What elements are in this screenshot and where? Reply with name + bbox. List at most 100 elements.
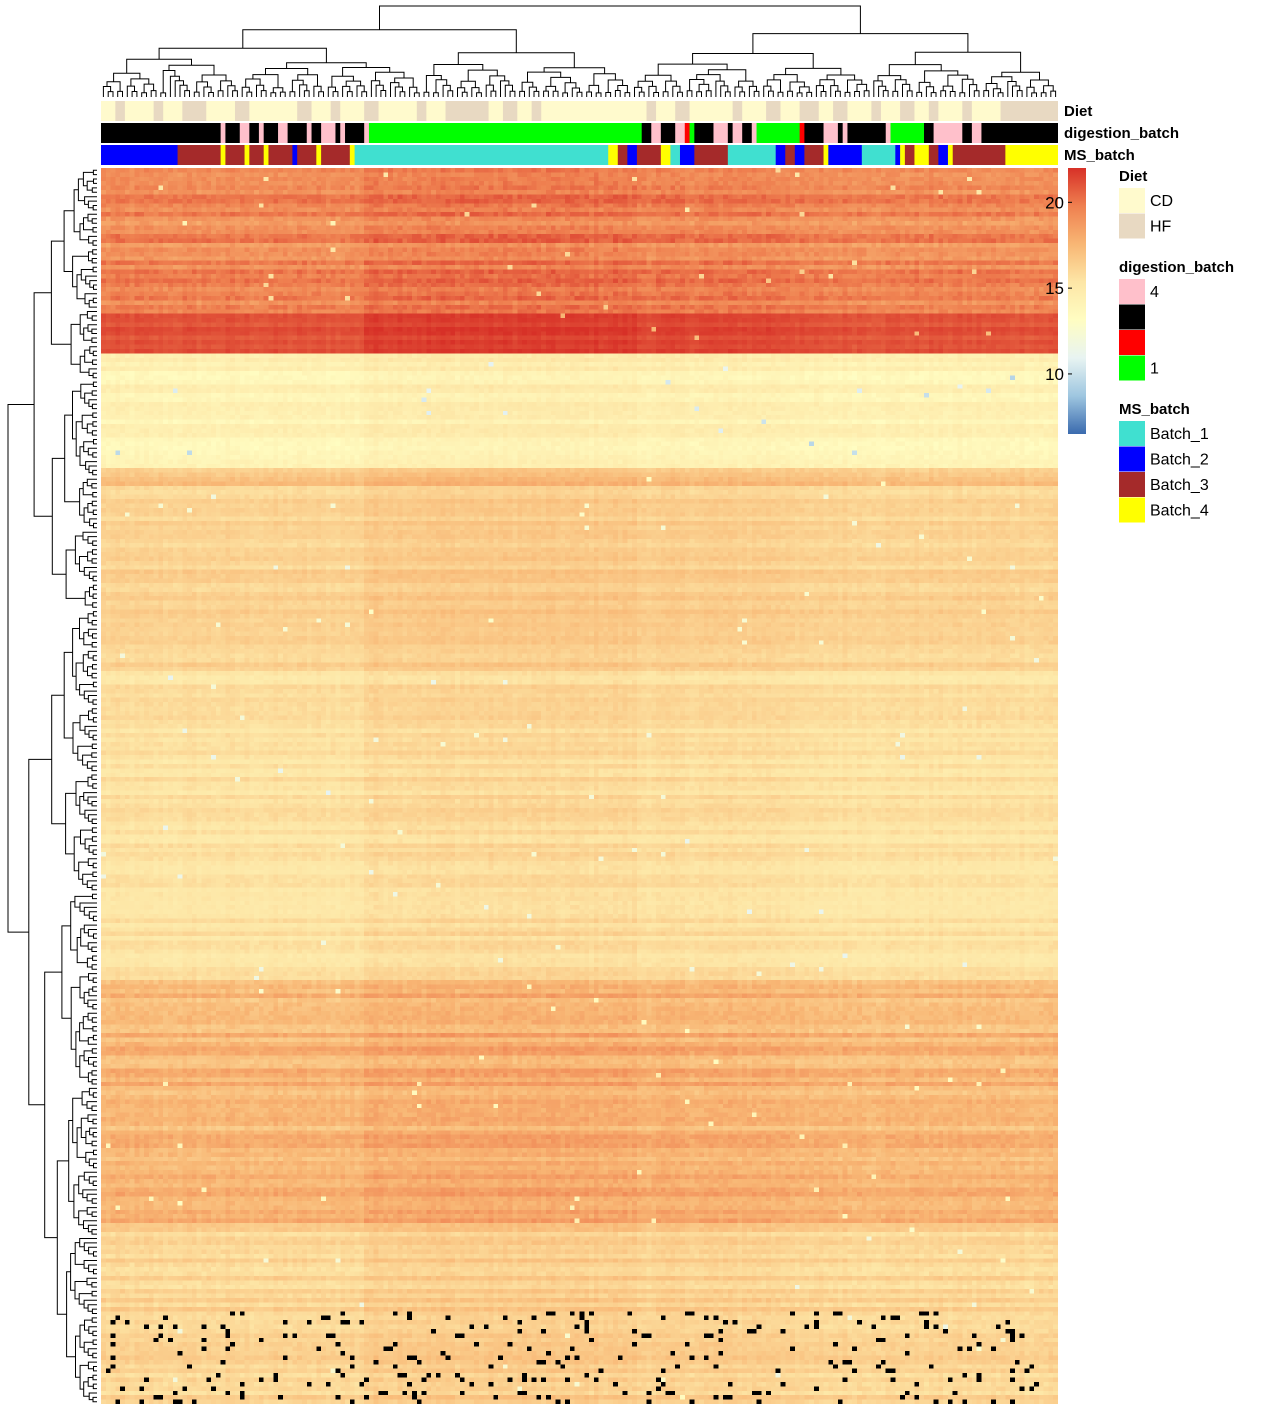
annotation-track-labels: Diet digestion_batch MS_batch xyxy=(1064,103,1179,164)
track-ms-batch-segment xyxy=(804,145,825,165)
legend-swatch xyxy=(1119,188,1145,213)
track-ms-batch-segment xyxy=(316,145,322,165)
track-ms-batch-segment xyxy=(225,145,246,165)
track-digestion-batch-segment xyxy=(981,123,1045,143)
column-dendrogram-branches xyxy=(102,5,1057,97)
track-diet-segment xyxy=(311,101,332,121)
track-diet-segment xyxy=(1019,101,1058,121)
track-ms-batch-segment xyxy=(947,145,954,165)
track-digestion-batch-segment xyxy=(258,123,265,143)
track-diet-segment xyxy=(445,101,490,121)
track-ms-batch-segment xyxy=(244,145,250,165)
track-ms-batch-segment xyxy=(268,145,293,165)
track-ms-batch-segment xyxy=(608,145,619,165)
track-ms-batch-segment xyxy=(914,145,930,165)
legend-swatch xyxy=(1119,279,1145,304)
track-digestion-batch-segment xyxy=(249,123,260,143)
track-digestion-batch-segment xyxy=(651,123,662,143)
track-digestion-batch-segment xyxy=(804,123,825,143)
track-ms-batch-segment xyxy=(354,145,609,165)
legend-title-digestion-batch: digestion_batch xyxy=(1119,259,1234,276)
legend-swatch xyxy=(1119,355,1145,381)
track-ms-batch-segment xyxy=(794,145,805,165)
track-ms-batch-segment xyxy=(627,145,638,165)
track-label-digestion-batch: digestion_batch xyxy=(1064,125,1179,142)
legend-swatch xyxy=(1119,446,1145,472)
colorbar-gradient xyxy=(1068,168,1086,434)
track-digestion-batch-segment xyxy=(335,123,341,143)
track-ms-batch-segment xyxy=(694,145,729,165)
track-ms-batch-segment xyxy=(904,145,915,165)
track-diet-segment xyxy=(689,101,734,121)
track-diet-segment xyxy=(234,101,250,121)
track-digestion-batch-segment xyxy=(971,123,982,143)
track-ms-batch-segment xyxy=(292,145,298,165)
track-diet-segment xyxy=(900,101,915,121)
legend-swatch xyxy=(1119,213,1145,239)
legend-title-ms-batch: MS_batch xyxy=(1119,401,1190,418)
track-digestion-batch-segment xyxy=(837,123,844,143)
track-diet-segment xyxy=(153,101,164,121)
legend-swatch xyxy=(1119,497,1145,523)
track-digestion-batch-segment xyxy=(756,123,801,143)
track-diet-segment xyxy=(1000,101,1021,121)
track-diet-segment xyxy=(163,101,183,121)
track-ms-batch-segment xyxy=(895,145,901,165)
track-diet-segment xyxy=(928,101,939,121)
track-ms-batch-segment xyxy=(952,145,1006,165)
track-diet-segment xyxy=(799,101,820,121)
track-diet-segment xyxy=(115,101,126,121)
legend-swatch xyxy=(1119,304,1145,330)
legend-entry-label: Batch_4 xyxy=(1150,503,1209,520)
track-diet-segment xyxy=(416,101,427,121)
track-digestion-batch-segment xyxy=(641,123,652,143)
colorbar-tick-label: 15 xyxy=(1045,279,1064,298)
colorbar-tick-label: 20 xyxy=(1045,193,1064,212)
track-digestion-batch-segment xyxy=(340,123,346,143)
heatmap-cells xyxy=(101,168,1058,1404)
track-diet-segment xyxy=(818,101,834,121)
track-digestion-batch-segment xyxy=(225,123,241,143)
track-ms-batch-segment xyxy=(636,145,662,165)
track-digestion-batch-segment xyxy=(345,123,365,143)
track-diet-segment xyxy=(656,101,676,121)
track-diet-segment xyxy=(938,101,963,121)
track-ms-batch-segment xyxy=(679,145,695,165)
track-diet-segment xyxy=(124,101,155,121)
track-diet-segment xyxy=(249,101,298,121)
track-digestion-batch-segment xyxy=(263,123,279,143)
track-ms-batch-segment xyxy=(785,145,796,165)
track-digestion-batch-segment xyxy=(823,123,839,143)
track-digestion-batch-segment xyxy=(751,123,758,143)
track-ms-batch-segment xyxy=(321,145,351,165)
track-label-ms-batch: MS_batch xyxy=(1064,147,1135,164)
track-ms-batch-segment xyxy=(727,145,777,165)
track-digestion-batch-segment xyxy=(842,123,848,143)
track-diet-segment xyxy=(732,101,743,121)
track-ms-batch-segment xyxy=(349,145,356,165)
track-diet-segment xyxy=(378,101,418,121)
track-diet-segment xyxy=(182,101,207,121)
track-diet-segment xyxy=(871,101,882,121)
track-diet-segment xyxy=(206,101,236,121)
track-digestion-batch-segment xyxy=(368,123,643,143)
track-diet-segment xyxy=(101,101,116,121)
track-digestion-batch-segment xyxy=(694,123,714,143)
track-digestion-batch-segment xyxy=(675,123,686,143)
legend-entry-label: 1 xyxy=(1150,361,1159,378)
track-digestion-batch-segment xyxy=(885,123,892,143)
track-ms-batch-segment xyxy=(249,145,265,165)
row-dendrogram xyxy=(7,169,97,1403)
track-digestion-batch-segment xyxy=(847,123,887,143)
track-ms-batch-segment xyxy=(263,145,269,165)
track-diet-segment xyxy=(541,101,647,121)
track-diet-segment xyxy=(675,101,691,121)
row-dendrogram-branches xyxy=(7,169,97,1403)
track-ms-batch-segment xyxy=(660,145,671,165)
track-digestion-batch-segment xyxy=(278,123,289,143)
track-digestion-batch-segment xyxy=(220,123,226,143)
colorbar-tick-label: 10 xyxy=(1045,365,1064,384)
track-digestion-batch-segment xyxy=(933,123,963,143)
